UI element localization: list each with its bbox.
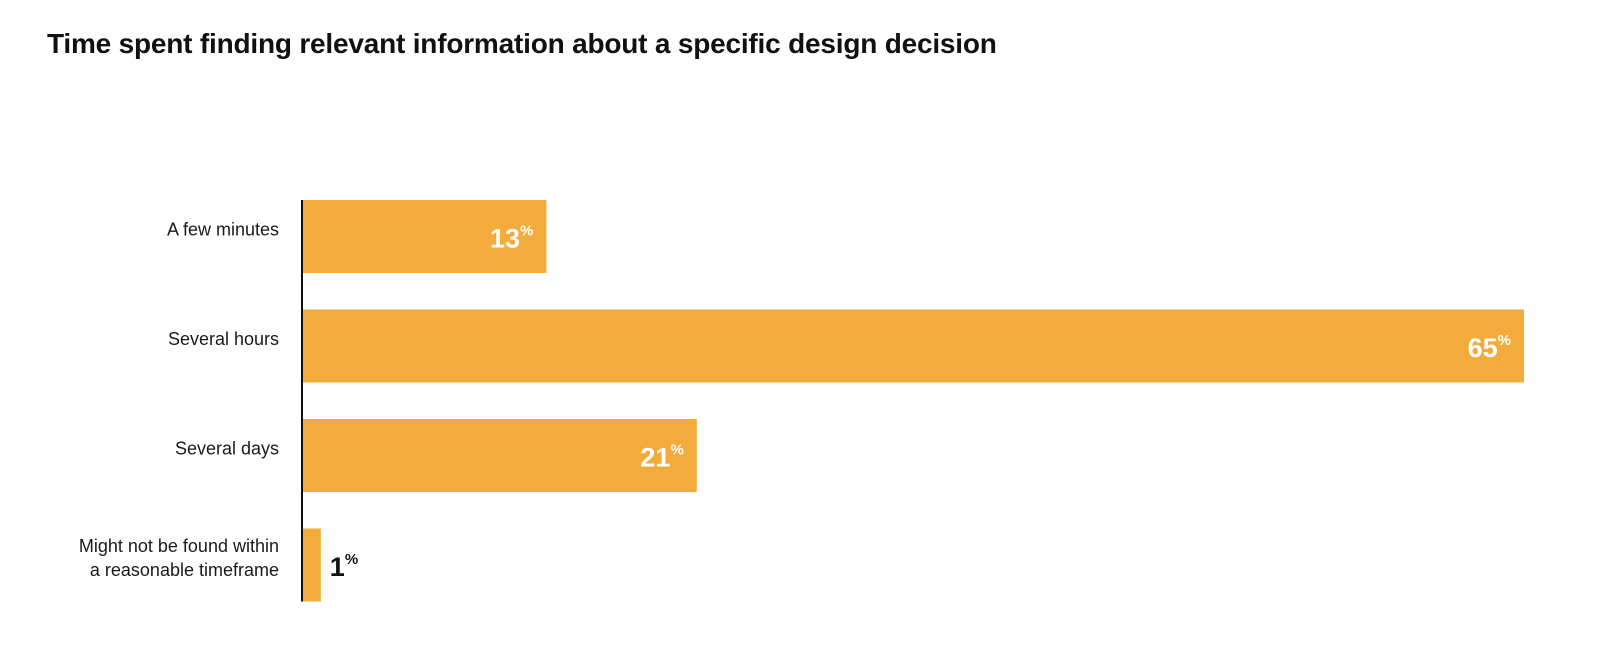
bars-layer (302, 200, 1524, 602)
value-label: 13% (490, 223, 533, 254)
category-labels-layer: A few minutes Several hours Several days Mi… (79, 220, 279, 581)
bar (302, 200, 547, 273)
value-labels-layer: 13% 65% 21% 1% (330, 223, 1511, 583)
bar (302, 309, 1524, 383)
value-label: 21% (640, 442, 683, 473)
bar (302, 528, 321, 602)
category-label: Several days (175, 439, 279, 459)
bar (302, 419, 697, 492)
category-label: Several hours (168, 329, 279, 349)
chart-title: Time spent finding relevant information … (47, 28, 997, 59)
category-label: A few minutes (167, 220, 279, 240)
value-label: 1% (330, 551, 358, 582)
value-label: 65% (1468, 332, 1511, 363)
category-label: Might not be found within a reasonable ti… (79, 536, 279, 580)
